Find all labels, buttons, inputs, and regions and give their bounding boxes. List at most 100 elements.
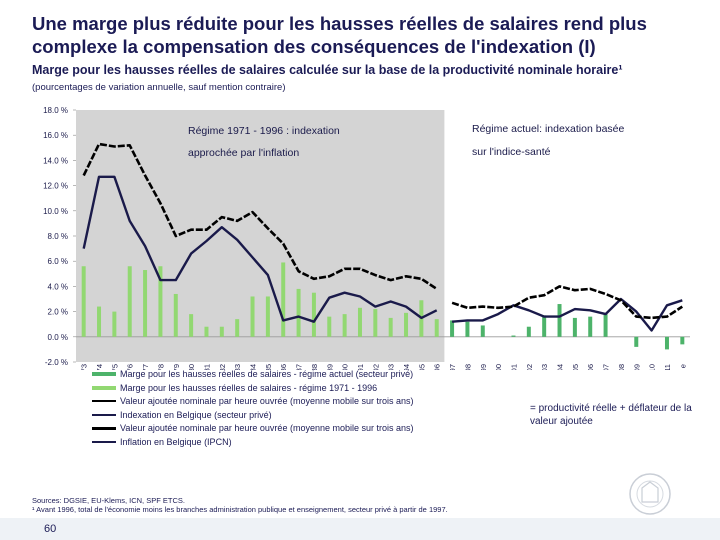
x-tick-label: 1985 <box>264 364 273 370</box>
page-number: 60 <box>44 523 57 535</box>
legend-item: Valeur ajoutée nominale par heure ouvrée… <box>92 422 414 434</box>
y-tick-label: 4.0 % <box>48 282 68 291</box>
legend-swatch <box>92 440 116 444</box>
bar-old-regime <box>250 296 255 337</box>
bar-old-regime <box>81 266 86 337</box>
bar-old-regime <box>281 262 286 337</box>
x-tick-label: 2009 <box>632 364 641 370</box>
y-tick-label: 0.0 % <box>48 333 68 342</box>
y-tick-label: 8.0 % <box>48 232 68 241</box>
bar-old-regime <box>404 312 409 337</box>
bar-current-regime <box>557 304 562 337</box>
series-line-3 <box>451 285 684 320</box>
bar-old-regime <box>373 309 378 337</box>
sources: Sources: DGSIE, EU-Klems, ICN, SPF ETCS.… <box>32 496 448 514</box>
x-tick-label: 2001 <box>509 364 518 370</box>
x-tick-label: 2003 <box>540 364 549 370</box>
x-tick-label: 2010 <box>648 364 657 370</box>
x-tick-label: 1973 <box>80 364 89 370</box>
y-tick-label: 6.0 % <box>48 257 68 266</box>
bar-old-regime <box>388 317 393 337</box>
series-line-2 <box>451 297 683 332</box>
bar-current-regime <box>603 314 608 337</box>
x-tick-label: 1981 <box>202 364 211 370</box>
x-tick-label: 2002 <box>525 364 534 370</box>
x-tick-label: 1997 <box>448 364 457 370</box>
legend-label: Marge pour les hausses réelles de salair… <box>120 382 378 393</box>
x-tick-label: 1987 <box>295 364 304 370</box>
bar-current-regime <box>526 326 531 337</box>
x-tick-label: 1976 <box>126 364 135 370</box>
bar-old-regime <box>357 307 362 337</box>
bar-current-regime <box>572 317 577 337</box>
x-tick-label: 2012 e <box>678 364 687 370</box>
x-tick-label: 1996 <box>433 364 442 370</box>
legend-swatch <box>92 385 116 390</box>
y-tick-label: 16.0 % <box>43 131 68 140</box>
bar-current-regime <box>680 336 685 345</box>
x-tick-label: 2011 <box>663 364 672 370</box>
y-tick-label: -2.0 % <box>45 358 68 367</box>
bar-old-regime <box>311 292 316 337</box>
legend-label: Marge pour les hausses réelles de salair… <box>120 369 414 379</box>
bar-current-regime <box>465 321 470 337</box>
bar-old-regime <box>127 266 132 337</box>
bar-old-regime <box>434 319 439 337</box>
y-tick-label: 2.0 % <box>48 308 68 317</box>
x-tick-label: 1990 <box>341 364 350 370</box>
x-tick-label: 1986 <box>279 364 288 370</box>
page-title: Une marge plus réduite pour les hausses … <box>32 13 647 57</box>
sources-line: Sources: DGSIE, EU-Klems, ICN, SPF ETCS. <box>32 496 185 505</box>
x-tick-label: 1999 <box>479 364 488 370</box>
x-tick-label: 1995 <box>417 364 426 370</box>
x-tick-label: 1982 <box>218 364 227 370</box>
annotation-new-regime-line2: sur l'indice-santé <box>472 146 551 158</box>
units-note: (pourcentages de variation annuelle, sau… <box>32 82 286 93</box>
legend-item: Marge pour les hausses réelles de salair… <box>92 382 414 394</box>
bar-old-regime <box>97 306 102 337</box>
series-line-4 <box>82 175 438 323</box>
wage-margin-chart: 18.0 % 16.0 % 14.0 % 12.0 % 10.0 % 8.0 % 6.0 %… <box>43 106 690 370</box>
legend-label: Valeur ajoutée nominale par heure ouvrée… <box>120 396 414 407</box>
chart-subtitle: Marge pour les hausses réelles de salair… <box>32 63 623 77</box>
x-tick-label: 1977 <box>141 364 150 370</box>
bar-current-regime <box>664 336 669 350</box>
y-tick-label: 14.0 % <box>43 156 68 165</box>
x-tick-label: 2007 <box>602 364 611 370</box>
series-line-1 <box>82 142 438 290</box>
x-tick-label: 1988 <box>310 364 319 370</box>
bar-current-regime <box>480 325 485 337</box>
x-tick-label: 1979 <box>172 364 181 370</box>
bar-current-regime <box>511 335 516 337</box>
y-tick-label: 18.0 % <box>43 106 68 115</box>
x-tick-label: 1998 <box>463 364 472 370</box>
x-tick-label: 1980 <box>187 364 196 370</box>
side-note: = productivité réelle + déflateur de la … <box>530 403 692 427</box>
footnote-line: ¹ Avant 1996, total de l'économie moins … <box>32 505 448 514</box>
legend-item: Valeur ajoutée nominale par heure ouvrée… <box>92 395 414 407</box>
x-tick-label: 1974 <box>95 364 104 370</box>
x-tick-label: 1993 <box>387 364 396 370</box>
legend-item: Marge pour les hausses réelles de salair… <box>92 368 414 380</box>
bar-old-regime <box>173 293 178 337</box>
institution-logo-icon <box>629 473 671 515</box>
x-tick-label: 2006 <box>586 364 595 370</box>
x-tick-label: 2000 <box>494 364 503 370</box>
legend-swatch <box>92 372 116 376</box>
bar-current-regime <box>634 336 639 347</box>
x-tick-label: 1983 <box>233 364 242 370</box>
annotation-new-regime-line1: Régime actuel: indexation basée <box>472 123 625 135</box>
footer-bar <box>0 518 720 540</box>
shaded-region-1973-1996 <box>76 110 445 362</box>
bar-old-regime <box>112 311 117 337</box>
bar-current-regime <box>588 316 593 337</box>
legend-item: Indexation en Belgique (secteur privé) <box>92 409 414 421</box>
chart-legend: Marge pour les hausses réelles de salair… <box>92 368 414 450</box>
x-tick-label: 2008 <box>617 364 626 370</box>
x-tick-label: 1991 <box>356 364 365 370</box>
annotation-old-regime-line1: Régime 1971 - 1996 : indexation <box>188 125 340 137</box>
bar-old-regime <box>204 326 209 337</box>
legend-swatch <box>92 427 116 430</box>
bar-old-regime <box>189 314 194 337</box>
bar-old-regime <box>327 316 332 337</box>
